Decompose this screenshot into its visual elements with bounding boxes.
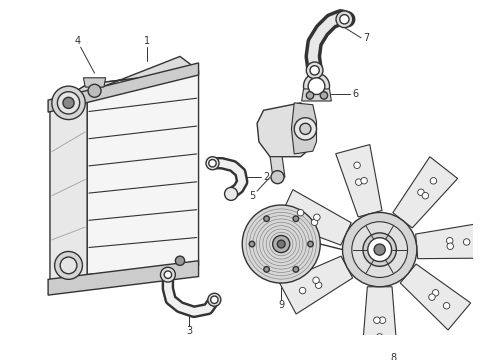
Text: 8: 8 [391, 353, 397, 360]
Polygon shape [50, 57, 198, 108]
Polygon shape [48, 63, 198, 112]
Circle shape [303, 73, 329, 99]
Circle shape [417, 189, 424, 195]
Circle shape [447, 243, 453, 249]
Circle shape [52, 86, 85, 120]
Circle shape [429, 294, 435, 300]
Circle shape [224, 187, 238, 201]
Polygon shape [362, 287, 397, 354]
Circle shape [161, 267, 175, 282]
Circle shape [361, 177, 368, 184]
Circle shape [60, 257, 77, 274]
Circle shape [311, 219, 318, 226]
Circle shape [308, 241, 313, 247]
Circle shape [316, 282, 322, 288]
Text: 9: 9 [278, 300, 284, 310]
Circle shape [277, 240, 285, 248]
Polygon shape [400, 264, 471, 330]
Circle shape [297, 210, 304, 216]
Circle shape [264, 267, 270, 272]
Circle shape [63, 97, 74, 108]
Circle shape [208, 293, 221, 306]
Circle shape [54, 252, 82, 279]
Text: 1: 1 [145, 36, 150, 46]
Circle shape [374, 317, 380, 323]
Circle shape [374, 244, 385, 255]
Text: 4: 4 [75, 36, 81, 46]
Polygon shape [270, 157, 285, 177]
Polygon shape [48, 261, 198, 295]
Polygon shape [292, 103, 317, 154]
Polygon shape [336, 145, 382, 217]
Polygon shape [83, 78, 106, 87]
Text: 2: 2 [263, 172, 270, 182]
Circle shape [306, 92, 314, 99]
Circle shape [430, 177, 437, 184]
Circle shape [352, 222, 408, 278]
Circle shape [164, 271, 171, 278]
Polygon shape [50, 84, 87, 284]
Polygon shape [393, 157, 458, 228]
Circle shape [294, 118, 317, 140]
Circle shape [443, 302, 450, 309]
Circle shape [354, 162, 360, 168]
Polygon shape [279, 256, 353, 314]
Circle shape [300, 123, 311, 134]
Circle shape [242, 205, 320, 283]
Circle shape [272, 235, 290, 253]
Circle shape [340, 15, 349, 24]
Circle shape [314, 214, 320, 221]
Circle shape [310, 66, 319, 75]
Circle shape [368, 238, 392, 261]
Circle shape [293, 216, 298, 221]
Circle shape [293, 267, 298, 272]
Polygon shape [257, 103, 315, 157]
Circle shape [422, 193, 429, 199]
Circle shape [363, 233, 396, 266]
Circle shape [249, 241, 255, 247]
Circle shape [308, 78, 325, 95]
Polygon shape [50, 265, 198, 284]
Circle shape [446, 238, 453, 244]
Circle shape [211, 296, 218, 303]
Polygon shape [278, 190, 351, 245]
Circle shape [432, 289, 439, 296]
Circle shape [264, 216, 270, 221]
Circle shape [320, 92, 328, 99]
Polygon shape [416, 223, 485, 259]
Text: 3: 3 [186, 327, 193, 336]
Circle shape [355, 179, 362, 185]
Circle shape [313, 277, 319, 284]
Circle shape [57, 92, 80, 114]
Circle shape [306, 62, 323, 79]
Circle shape [299, 287, 306, 294]
Circle shape [376, 334, 383, 340]
Circle shape [88, 84, 101, 97]
Text: 7: 7 [364, 33, 370, 43]
Polygon shape [302, 89, 331, 101]
Circle shape [206, 157, 219, 170]
Circle shape [379, 317, 386, 323]
Circle shape [175, 256, 185, 265]
Circle shape [343, 212, 417, 287]
Text: 6: 6 [352, 89, 359, 99]
Polygon shape [87, 70, 198, 275]
Circle shape [209, 159, 216, 167]
Circle shape [271, 171, 284, 184]
Circle shape [336, 11, 353, 28]
Text: 5: 5 [249, 191, 256, 201]
Circle shape [464, 239, 470, 245]
